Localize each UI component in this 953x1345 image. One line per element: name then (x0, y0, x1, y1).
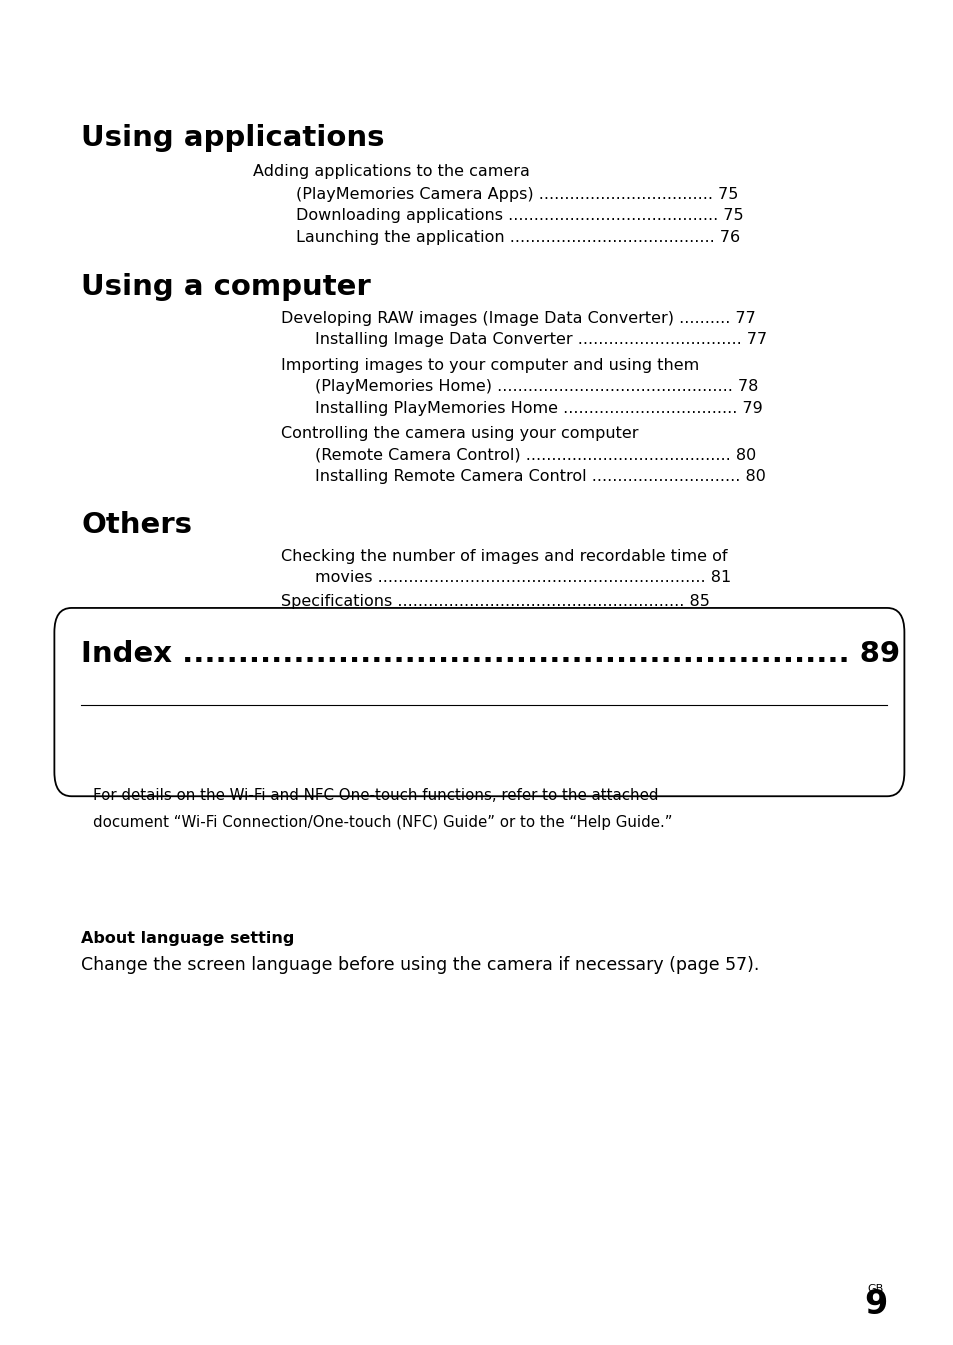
Text: Using applications: Using applications (81, 124, 384, 152)
Text: (Remote Camera Control) ........................................ 80: (Remote Camera Control) ................… (314, 448, 756, 463)
Text: Controlling the camera using your computer: Controlling the camera using your comput… (281, 426, 639, 441)
Text: GB: GB (866, 1284, 883, 1294)
Text: Importing images to your computer and using them: Importing images to your computer and us… (281, 358, 699, 373)
Text: Installing PlayMemories Home .................................. 79: Installing PlayMemories Home ...........… (314, 401, 761, 416)
Text: Others: Others (81, 511, 192, 539)
Text: For details on the Wi-Fi and NFC One-touch functions, refer to the attached: For details on the Wi-Fi and NFC One-tou… (93, 788, 659, 803)
Text: (PlayMemories Home) .............................................. 78: (PlayMemories Home) ....................… (314, 379, 758, 394)
Text: Adding applications to the camera: Adding applications to the camera (253, 164, 529, 179)
Text: About language setting: About language setting (81, 931, 294, 946)
Text: document “Wi-Fi Connection/One-touch (NFC) Guide” or to the “Help Guide.”: document “Wi-Fi Connection/One-touch (NF… (93, 815, 672, 830)
Text: Launching the application ........................................ 76: Launching the application ..............… (295, 230, 740, 245)
Text: movies ................................................................ 81: movies .................................… (314, 570, 730, 585)
Text: Developing RAW images (Image Data Converter) .......... 77: Developing RAW images (Image Data Conver… (281, 311, 756, 325)
Text: Downloading applications ......................................... 75: Downloading applications ...............… (295, 208, 742, 223)
Text: Checking the number of images and recordable time of: Checking the number of images and record… (281, 549, 727, 564)
Text: Installing Image Data Converter ................................ 77: Installing Image Data Converter ........… (314, 332, 766, 347)
FancyBboxPatch shape (54, 608, 903, 796)
Text: Index ............................................................ 89: Index ..................................… (81, 640, 900, 668)
Text: 9: 9 (863, 1287, 886, 1321)
Text: Specifications ........................................................ 85: Specifications .........................… (281, 594, 710, 609)
Text: (PlayMemories Camera Apps) .................................. 75: (PlayMemories Camera Apps) .............… (295, 187, 738, 202)
Text: Using a computer: Using a computer (81, 273, 371, 301)
Text: Change the screen language before using the camera if necessary (page 57).: Change the screen language before using … (81, 956, 759, 974)
Text: Installing Remote Camera Control ............................. 80: Installing Remote Camera Control .......… (314, 469, 765, 484)
